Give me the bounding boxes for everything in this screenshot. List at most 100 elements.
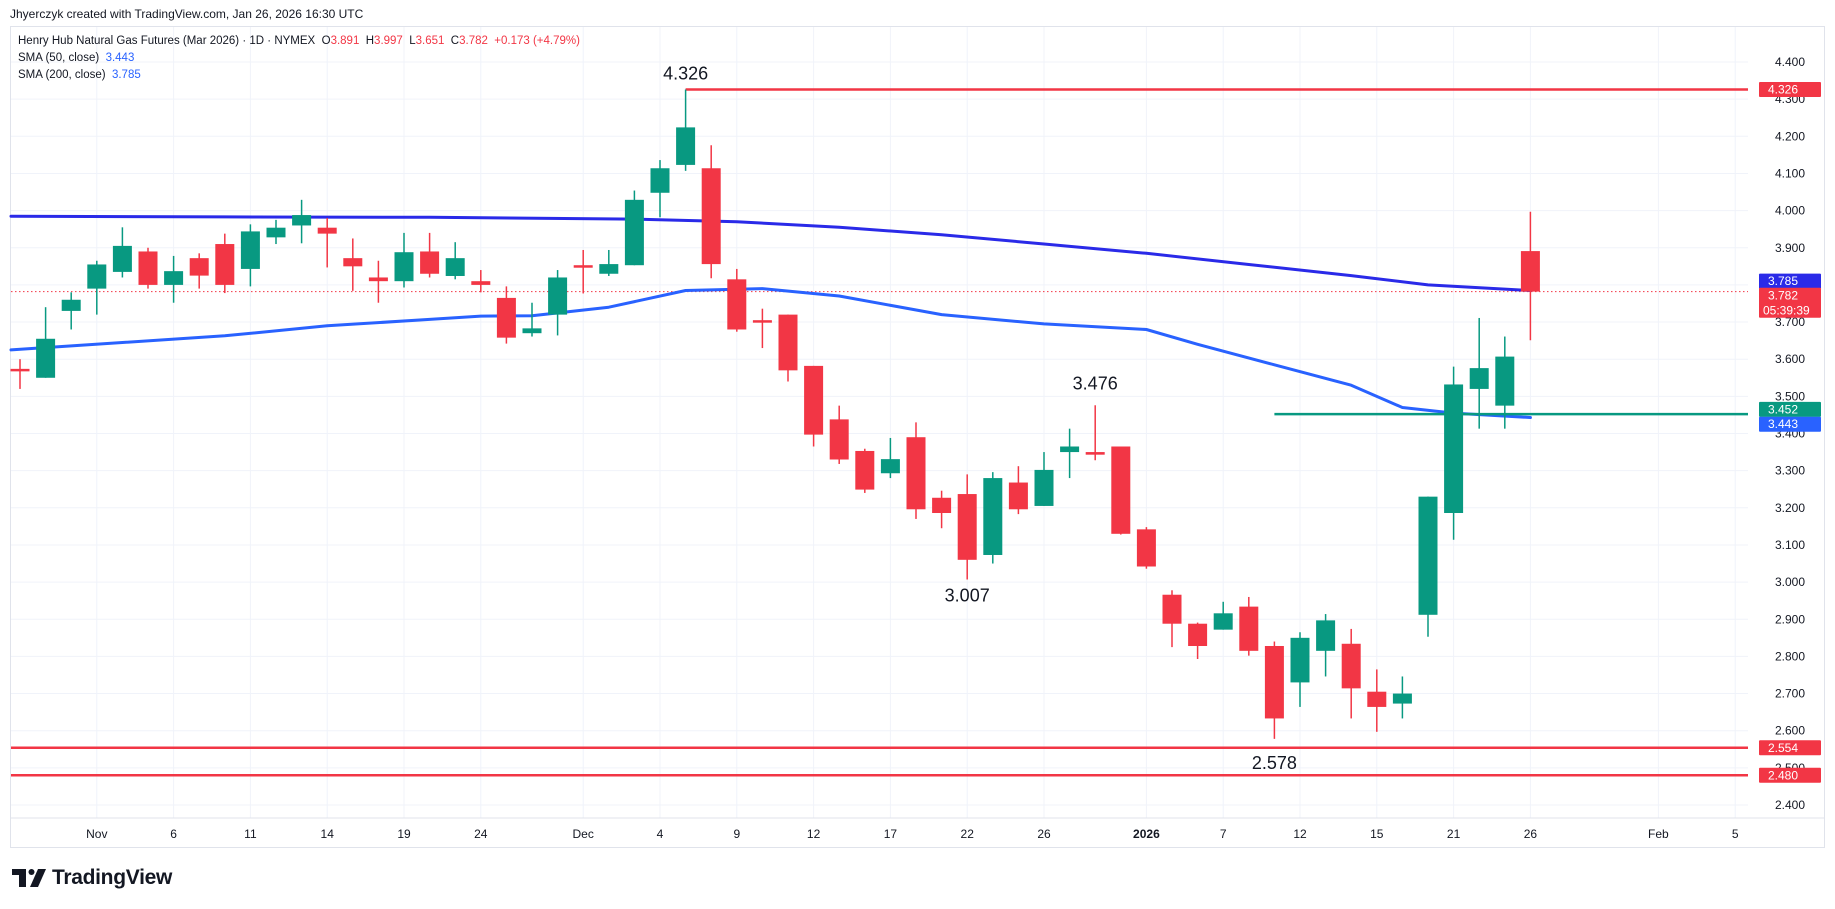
candle[interactable] bbox=[189, 253, 209, 289]
candle[interactable] bbox=[1495, 336, 1515, 429]
candle[interactable] bbox=[138, 247, 158, 289]
candle[interactable] bbox=[215, 233, 235, 294]
chart-frame[interactable] bbox=[10, 26, 1825, 848]
candle[interactable] bbox=[1316, 614, 1336, 677]
candle[interactable] bbox=[599, 249, 619, 276]
sma200-line[interactable] bbox=[9, 214, 1532, 292]
candle-body bbox=[189, 258, 209, 276]
candle[interactable] bbox=[292, 199, 312, 244]
candle[interactable] bbox=[496, 286, 516, 344]
candle[interactable] bbox=[266, 219, 286, 245]
candle[interactable] bbox=[1469, 317, 1489, 429]
sma200-legend-row[interactable]: SMA (200, close) 3.785 bbox=[18, 67, 580, 84]
price-tag-2.554[interactable]: 2.554 bbox=[1759, 740, 1821, 756]
candle[interactable] bbox=[1341, 628, 1361, 719]
candle[interactable] bbox=[36, 307, 56, 378]
candle[interactable] bbox=[1444, 366, 1464, 540]
candle[interactable] bbox=[906, 422, 926, 519]
candle[interactable] bbox=[1290, 632, 1310, 707]
candle[interactable] bbox=[1136, 527, 1156, 569]
candle[interactable] bbox=[624, 190, 644, 266]
high-label: H bbox=[365, 35, 375, 47]
sma50-legend-row[interactable]: SMA (50, close) 3.443 bbox=[18, 50, 580, 67]
candle[interactable] bbox=[829, 405, 849, 464]
candle-body bbox=[1495, 356, 1515, 406]
candle[interactable] bbox=[548, 270, 568, 336]
candle[interactable] bbox=[522, 302, 542, 337]
candle[interactable] bbox=[394, 232, 414, 288]
candle[interactable] bbox=[471, 270, 491, 293]
candle[interactable] bbox=[1213, 601, 1233, 630]
candle[interactable] bbox=[61, 292, 81, 330]
candle-body bbox=[164, 271, 184, 285]
candle[interactable] bbox=[1239, 596, 1259, 656]
price-tag-bg bbox=[1759, 416, 1821, 432]
candle-body bbox=[471, 281, 491, 285]
candle-body bbox=[343, 258, 363, 267]
candle[interactable] bbox=[932, 490, 952, 529]
candle[interactable] bbox=[1111, 446, 1131, 535]
candle[interactable] bbox=[317, 218, 337, 268]
price-tag-4.326[interactable]: 4.326 bbox=[1759, 81, 1821, 97]
candle[interactable] bbox=[1392, 676, 1412, 719]
candle-body bbox=[496, 297, 516, 338]
tradingview-logo[interactable]: TradingView bbox=[12, 866, 172, 890]
candle[interactable] bbox=[420, 232, 440, 278]
candle[interactable] bbox=[164, 255, 184, 303]
open-value: 3.891 bbox=[330, 35, 360, 47]
candle[interactable] bbox=[1060, 428, 1080, 479]
tradingview-logo-icon bbox=[12, 869, 46, 887]
sma50-line[interactable] bbox=[9, 287, 1532, 419]
price-axis-label: 2.800 bbox=[1775, 649, 1805, 663]
price-tag-3.785[interactable]: 3.785 bbox=[1759, 273, 1821, 289]
price-axis-label: 2.600 bbox=[1775, 724, 1805, 738]
sma200-value: 3.785 bbox=[111, 69, 141, 81]
price-tag-3.443[interactable]: 3.443 bbox=[1759, 416, 1821, 432]
candle[interactable] bbox=[112, 227, 132, 278]
low-label: L bbox=[409, 35, 416, 47]
price-axis[interactable]: 4.4004.3004.2004.1004.0003.9003.8003.700… bbox=[1775, 55, 1805, 812]
candle[interactable] bbox=[957, 474, 977, 580]
candle[interactable] bbox=[778, 314, 798, 382]
candle-body bbox=[1034, 469, 1054, 506]
candle[interactable] bbox=[1520, 211, 1540, 341]
time-axis-label: 12 bbox=[1293, 827, 1307, 841]
candle[interactable] bbox=[1162, 590, 1182, 648]
candle[interactable] bbox=[804, 365, 824, 447]
candle[interactable] bbox=[573, 249, 593, 294]
candle[interactable] bbox=[10, 359, 30, 389]
candle[interactable] bbox=[1034, 452, 1054, 506]
candle[interactable] bbox=[701, 145, 721, 279]
candle[interactable] bbox=[1188, 622, 1208, 660]
time-axis-label: 22 bbox=[961, 827, 975, 841]
symbol-legend-row[interactable]: Henry Hub Natural Gas Futures (Mar 2026)… bbox=[18, 35, 580, 47]
candle[interactable] bbox=[1008, 466, 1028, 515]
candle[interactable] bbox=[240, 224, 260, 287]
candle[interactable] bbox=[855, 448, 875, 493]
time-axis[interactable]: Nov 6 11 14 19 24 Dec 4 9 12 17 22 26 2026 7 12 15 21 26 Fe… bbox=[86, 827, 1739, 841]
candle[interactable] bbox=[880, 437, 900, 479]
candle[interactable] bbox=[368, 260, 388, 303]
candle-body bbox=[1085, 452, 1105, 455]
candle[interactable] bbox=[676, 89, 696, 171]
candle[interactable] bbox=[983, 472, 1003, 564]
price-tag-2.480[interactable]: 2.480 bbox=[1759, 767, 1821, 783]
candle[interactable] bbox=[343, 238, 363, 291]
candle[interactable] bbox=[87, 260, 107, 315]
candle[interactable] bbox=[1418, 496, 1438, 637]
candle-body bbox=[983, 478, 1003, 555]
candle[interactable] bbox=[1085, 405, 1105, 461]
candle[interactable] bbox=[445, 242, 465, 280]
candle[interactable] bbox=[1264, 641, 1284, 739]
price-axis-label: 4.200 bbox=[1775, 129, 1805, 143]
candle[interactable] bbox=[727, 268, 747, 332]
candle[interactable] bbox=[752, 308, 772, 349]
candle[interactable] bbox=[650, 160, 670, 218]
price-axis-label: 3.900 bbox=[1775, 241, 1805, 255]
time-axis-label: 19 bbox=[397, 827, 411, 841]
candle[interactable] bbox=[1367, 669, 1387, 732]
price-tag-3.452[interactable]: 3.452 bbox=[1759, 401, 1821, 417]
candle-body bbox=[1341, 643, 1361, 689]
